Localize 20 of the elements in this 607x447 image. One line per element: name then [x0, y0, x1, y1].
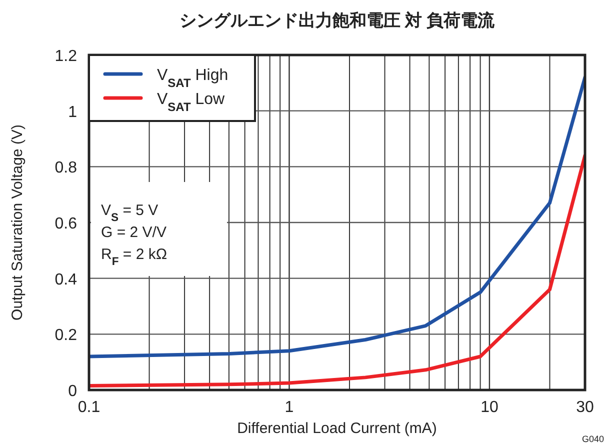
ytick: 0.6 — [54, 216, 77, 232]
annotation: G = 2 V/V — [101, 224, 166, 241]
annotation: G040 — [582, 434, 604, 444]
annotation: V$_{S}$ = 5 V — [101, 202, 158, 224]
ytick: 1 — [68, 104, 77, 121]
legend-label: V$_{SAT}$ Low — [157, 91, 226, 114]
legend-label: V$_{SAT}$ High — [157, 67, 228, 90]
title: シングルエンド出力飽和電圧 対 負荷電流 — [179, 11, 495, 30]
xtick: 0.1 — [78, 399, 100, 416]
xtick: 10 — [480, 399, 498, 416]
y-axis-title: Output Saturation Voltage (V) — [9, 124, 26, 320]
ytick: 1.2 — [54, 48, 77, 65]
ytick: 0 — [68, 383, 77, 400]
ytick: 0.4 — [54, 271, 77, 288]
x-axis-title: Differential Load Current (mA) — [237, 420, 437, 437]
ytick: 0.2 — [54, 327, 77, 344]
xtick: 1 — [284, 399, 294, 416]
annotation: R$_{F}$ = 2 kΩ — [101, 246, 168, 268]
ytick: 0.8 — [54, 160, 77, 177]
xtick: 30 — [576, 399, 594, 416]
